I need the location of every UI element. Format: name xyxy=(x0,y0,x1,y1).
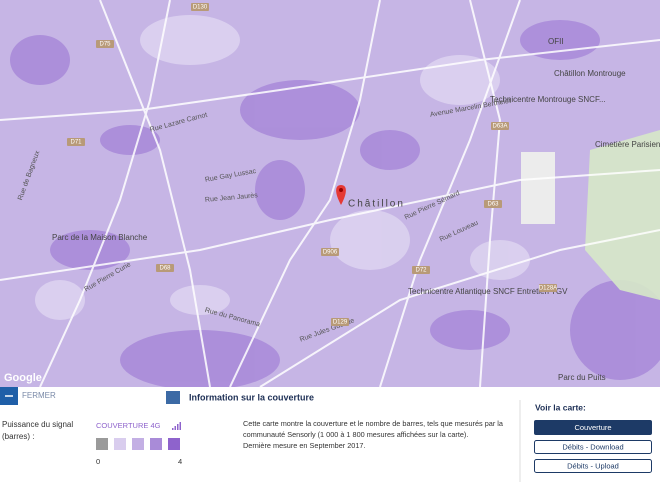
location-pin[interactable] xyxy=(336,185,346,205)
map[interactable]: Châtillon Parc de la Maison Blanche Cime… xyxy=(0,0,660,390)
place-label: Parc de la Maison Blanche xyxy=(52,233,148,242)
road-badge xyxy=(191,3,209,11)
road-badge xyxy=(331,318,349,326)
road-label: D63A xyxy=(492,124,507,130)
legend-swatch xyxy=(168,438,180,450)
description-line: Dernière mesure en September 2017. xyxy=(243,441,366,450)
road-badge xyxy=(539,284,557,292)
description-line: Cette carte montre la couverture et le n… xyxy=(243,419,504,428)
legend-title: COUVERTURE 4G xyxy=(96,421,161,430)
description-line: communauté Sensorly (1 000 à 1 800 mesur… xyxy=(243,430,468,439)
place-label: Cimetière Parisien de Bagneux xyxy=(595,140,660,149)
legend-swatch xyxy=(150,438,162,450)
attribution: Google xyxy=(4,372,42,384)
map-icon xyxy=(166,391,180,404)
road-badge xyxy=(491,122,509,130)
road-label: D71 xyxy=(70,140,82,146)
place-label: Technicentre Montrouge SNCF... xyxy=(490,95,606,104)
road-badge xyxy=(156,264,174,272)
road-label: D72 xyxy=(415,268,427,274)
legend-max: 4 xyxy=(178,457,182,466)
road-badge xyxy=(412,266,430,274)
view-button[interactable]: Couverture xyxy=(534,420,652,435)
view-button[interactable]: Débits - Upload xyxy=(534,459,652,473)
legend-min: 0 xyxy=(96,457,100,466)
button-label[interactable]: Couverture xyxy=(574,423,611,432)
road-badge xyxy=(96,40,114,48)
panel-title: Information sur la couverture xyxy=(189,392,314,402)
place-label: OFII xyxy=(548,37,564,46)
place-label: Châtillon xyxy=(348,199,405,210)
road-label: D128A xyxy=(539,286,557,292)
road-badge xyxy=(67,138,85,146)
legend-swatch xyxy=(132,438,144,450)
button-label[interactable]: Débits - Upload xyxy=(567,461,619,470)
button-label[interactable]: Débits - Download xyxy=(562,442,623,451)
street-label: Rue Jean Jaurès xyxy=(205,192,259,204)
place-label: Technicentre Atlantique SNCF Entretien T… xyxy=(408,287,568,296)
road-label: D75 xyxy=(99,42,111,48)
road-label: D906 xyxy=(323,250,338,256)
signal-label-box: Puissance du signal (barres) : xyxy=(2,420,74,441)
close-button[interactable]: FERMER xyxy=(0,387,56,405)
road-label: D68 xyxy=(159,266,171,272)
road-label: D63 xyxy=(487,202,499,208)
view-title: Voir la carte: xyxy=(535,402,586,412)
place-label: Châtillon Montrouge xyxy=(554,69,626,78)
legend-swatch xyxy=(114,438,126,450)
close-label[interactable]: FERMER xyxy=(22,391,56,400)
road-label: D129 xyxy=(333,320,348,326)
road-label: D130 xyxy=(193,5,208,11)
signal-label: Puissance du signal (barres) : xyxy=(2,420,74,441)
legend-swatch xyxy=(96,438,108,450)
place-label: Parc du Puits xyxy=(558,373,606,382)
road-badge xyxy=(321,248,339,256)
view-button[interactable]: Débits - Download xyxy=(534,440,652,454)
road-badge xyxy=(484,200,502,208)
